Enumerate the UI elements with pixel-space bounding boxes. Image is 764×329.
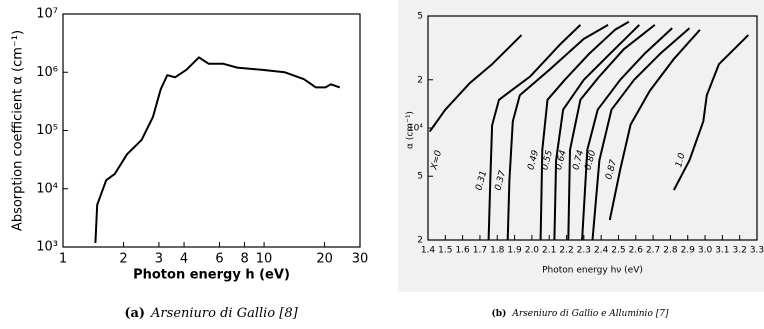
x-tick-label: 8 [240, 252, 248, 267]
x-tick-label: 3.3 [750, 246, 764, 256]
y-tick-label: 10⁵ [36, 123, 58, 138]
data-line [539, 20, 630, 241]
caption-text: Arseniuro di Gallio [8] [150, 306, 299, 321]
x-tick-label: 6 [215, 252, 223, 267]
y-tick-label: 2 [417, 75, 423, 85]
y-tick-label: 2 [417, 236, 423, 246]
x-tick-label: 20 [316, 252, 333, 267]
x-tick-label: 3.1 [715, 246, 729, 256]
x-tick-label: 1 [59, 252, 67, 267]
y-tick-label: 5 [417, 172, 423, 182]
y-tick-label: 5 [417, 12, 423, 22]
data-line [673, 34, 750, 191]
x-tick-label: 30 [352, 252, 369, 267]
x-tick-label: 2.0 [525, 246, 540, 256]
x-tick-label: 1.4 [421, 246, 436, 256]
data-line [94, 56, 341, 244]
x-tick-label: 4 [180, 252, 188, 267]
caption-text: Arseniuro di Gallio e Alluminio [7] [511, 309, 669, 319]
data-line [581, 27, 673, 241]
y-tick-label: 10⁴ [408, 124, 423, 134]
x-tick-label: 10 [256, 252, 273, 267]
x-tick-label: 1.8 [490, 246, 505, 256]
data-line [591, 27, 691, 241]
x-tick-label: 2.6 [629, 246, 644, 256]
caption: (b) Arseniuro di Gallio e Alluminio [7] [492, 308, 669, 319]
caption-label: (b) [492, 308, 507, 319]
series-label: 1.0 [674, 152, 687, 169]
data-line [506, 24, 609, 241]
panel-background [398, 0, 764, 292]
caption: (a) Arseniuro di Gallio [8] [124, 306, 298, 321]
x-tick-label: 3.2 [733, 246, 747, 256]
chart-a: 1 2 3 4 6 8 10 20 30 10³ 10⁴ 10⁵ 10⁶ 10⁷ Photon energy… [11, 7, 369, 321]
x-tick-label: 2 [119, 252, 127, 267]
x-axis-label: Photon energy hν (eV) [542, 266, 643, 276]
x-tick-label: 1.6 [455, 246, 470, 256]
x-tick-label: 1.7 [473, 246, 487, 256]
y-tick-label: 10³ [36, 240, 58, 255]
data-line [487, 24, 582, 241]
y-axis-label: α (cm⁻¹) [406, 111, 416, 149]
x-tick-label: 2.3 [577, 246, 591, 256]
x-tick-label: 3.0 [698, 246, 713, 256]
plot-frame [62, 13, 361, 248]
y-tick-label: 10⁶ [36, 65, 58, 80]
data-line [608, 29, 701, 221]
x-tick-label: 2.2 [559, 246, 573, 256]
data-line [553, 24, 641, 241]
chart-b: 1.4 1.5 1.6 1.7 1.8 1.9 2.0 2.1 2.2 2.3 2.4 2.5 2.6 2… [406, 12, 764, 319]
data-line [428, 34, 523, 133]
x-tick-label: 2.1 [542, 246, 556, 256]
x-tick-label: 2.7 [646, 246, 660, 256]
y-axis-label: Absorption coefficient α (cm⁻¹) [11, 30, 26, 231]
x-tick-label: 1.9 [507, 246, 522, 256]
y-tick-label: 10⁴ [36, 181, 58, 196]
x-tick-label: 2.5 [611, 246, 625, 256]
x-tick-label: 3 [155, 252, 163, 267]
data-line [567, 24, 656, 241]
x-tick-label: 2.9 [681, 246, 696, 256]
x-axis-label: Photon energy h (eV) [133, 268, 290, 283]
x-tick-label: 2.8 [663, 246, 678, 256]
x-tick-label: 1.5 [438, 246, 452, 256]
y-tick-label: 10⁷ [36, 7, 58, 22]
x-tick-label: 2.4 [594, 246, 609, 256]
caption-label: (a) [124, 306, 145, 321]
